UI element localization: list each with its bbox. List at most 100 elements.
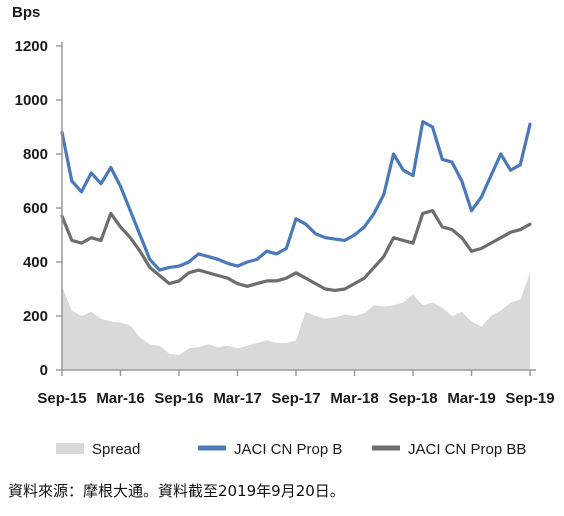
data-point-jaci-cn-prop-bb	[490, 242, 492, 244]
data-point-spread	[509, 301, 511, 303]
data-point-jaci-cn-prop-b	[178, 265, 180, 267]
data-point-jaci-cn-prop-b	[470, 210, 472, 212]
data-point-jaci-cn-prop-bb	[324, 288, 326, 290]
data-point-jaci-cn-prop-bb	[149, 266, 151, 268]
data-point-jaci-cn-prop-b	[441, 158, 443, 160]
data-point-jaci-cn-prop-bb	[168, 282, 170, 284]
legend-label-spread: Spread	[92, 441, 140, 458]
data-point-jaci-cn-prop-b	[412, 174, 414, 176]
data-point-jaci-cn-prop-b	[402, 169, 404, 171]
data-point-jaci-cn-prop-b	[480, 196, 482, 198]
data-point-spread	[71, 309, 73, 311]
data-point-jaci-cn-prop-b	[509, 169, 511, 171]
data-point-jaci-cn-prop-b	[275, 253, 277, 255]
data-point-jaci-cn-prop-bb	[227, 277, 229, 279]
data-point-spread	[324, 318, 326, 320]
x-tick-label: Sep-15	[37, 390, 86, 407]
data-point-jaci-cn-prop-bb	[100, 239, 102, 241]
data-point-jaci-cn-prop-b	[295, 218, 297, 220]
data-point-jaci-cn-prop-b	[236, 265, 238, 267]
data-point-spread	[305, 311, 307, 313]
data-point-jaci-cn-prop-b	[353, 234, 355, 236]
x-tick-label: Sep-18	[388, 390, 437, 407]
data-point-jaci-cn-prop-b	[119, 185, 121, 187]
legend-swatch-spread	[56, 443, 84, 454]
y-tick-label: 200	[23, 308, 48, 325]
data-point-jaci-cn-prop-b	[256, 258, 258, 260]
data-point-spread	[168, 353, 170, 355]
data-point-jaci-cn-prop-bb	[402, 239, 404, 241]
data-point-spread	[353, 315, 355, 317]
data-point-spread	[461, 311, 463, 313]
data-point-spread	[344, 313, 346, 315]
y-tick-label: 400	[23, 254, 48, 271]
data-point-spread	[490, 315, 492, 317]
data-point-spread	[139, 336, 141, 338]
data-point-jaci-cn-prop-bb	[334, 289, 336, 291]
data-point-spread	[422, 304, 424, 306]
data-point-jaci-cn-prop-bb	[353, 282, 355, 284]
x-tick-label: Sep-19	[505, 390, 554, 407]
data-point-jaci-cn-prop-bb	[383, 255, 385, 257]
data-point-spread	[451, 315, 453, 317]
data-point-spread	[373, 304, 375, 306]
data-point-jaci-cn-prop-b	[227, 262, 229, 264]
data-point-jaci-cn-prop-bb	[451, 228, 453, 230]
data-point-spread	[431, 301, 433, 303]
data-point-jaci-cn-prop-b	[392, 153, 394, 155]
data-point-spread	[119, 322, 121, 324]
data-point-jaci-cn-prop-b	[71, 180, 73, 182]
data-point-jaci-cn-prop-bb	[178, 280, 180, 282]
data-point-spread	[266, 339, 268, 341]
data-point-spread	[236, 347, 238, 349]
y-tick-label: 800	[23, 146, 48, 163]
data-point-jaci-cn-prop-bb	[139, 250, 141, 252]
data-point-spread	[363, 312, 365, 314]
data-point-spread	[227, 345, 229, 347]
data-point-jaci-cn-prop-b	[305, 223, 307, 225]
series-line-jaci-cn-prop-b	[60, 119, 532, 272]
data-point-jaci-cn-prop-bb	[266, 280, 268, 282]
data-point-jaci-cn-prop-bb	[275, 280, 277, 282]
source-note: 資料來源：摩根大通。資料截至2019年9月20日。	[8, 482, 345, 500]
data-point-spread	[129, 324, 131, 326]
y-tick-label: 600	[23, 200, 48, 217]
data-point-jaci-cn-prop-bb	[480, 247, 482, 249]
data-point-spread	[480, 326, 482, 328]
data-point-spread	[246, 345, 248, 347]
legend-label-jaci-cn-prop-b: JACI CN Prop B	[234, 441, 342, 458]
data-point-spread	[529, 272, 531, 274]
data-point-jaci-cn-prop-bb	[256, 282, 258, 284]
chart: 0 200 400 600 800 1000 1200 Sep-15 Mar-16 Sep-16 M…	[12, 4, 555, 458]
y-axis-unit-label: Bps	[12, 4, 40, 21]
data-point-jaci-cn-prop-b	[344, 239, 346, 241]
data-point-spread	[207, 343, 209, 345]
data-point-jaci-cn-prop-b	[422, 120, 424, 122]
data-point-jaci-cn-prop-b	[149, 258, 151, 260]
data-point-jaci-cn-prop-b	[80, 191, 82, 193]
y-tick-label: 1200	[15, 38, 48, 55]
data-point-jaci-cn-prop-bb	[314, 282, 316, 284]
legend: Spread JACI CN Prop B JACI CN Prop BB	[56, 441, 526, 458]
data-point-jaci-cn-prop-b	[100, 183, 102, 185]
data-point-spread	[470, 320, 472, 322]
plot-area	[60, 119, 532, 370]
data-point-jaci-cn-prop-bb	[295, 272, 297, 274]
data-point-spread	[217, 346, 219, 348]
data-point-spread	[197, 346, 199, 348]
data-point-jaci-cn-prop-b	[519, 164, 521, 166]
data-point-jaci-cn-prop-bb	[285, 277, 287, 279]
data-point-jaci-cn-prop-bb	[217, 274, 219, 276]
data-point-spread	[334, 316, 336, 318]
y-tick-label: 1000	[15, 92, 48, 109]
data-point-jaci-cn-prop-b	[217, 258, 219, 260]
data-point-jaci-cn-prop-b	[461, 180, 463, 182]
data-point-spread	[441, 307, 443, 309]
data-point-spread	[149, 343, 151, 345]
data-point-jaci-cn-prop-b	[431, 126, 433, 128]
data-point-jaci-cn-prop-bb	[71, 239, 73, 241]
x-tick-label: Sep-16	[154, 390, 203, 407]
data-point-spread	[295, 339, 297, 341]
data-point-jaci-cn-prop-bb	[90, 237, 92, 239]
data-point-jaci-cn-prop-bb	[519, 228, 521, 230]
